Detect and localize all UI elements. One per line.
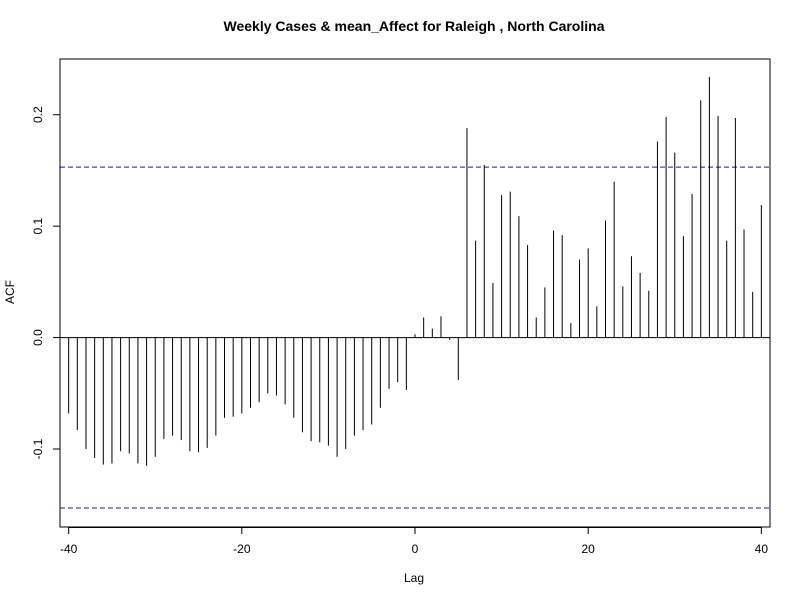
x-axis-label: Lag xyxy=(404,571,424,585)
y-tick-label: 0.2 xyxy=(31,106,45,123)
x-tick-label: -20 xyxy=(233,542,251,556)
y-tick-label: -0.1 xyxy=(31,438,45,459)
x-tick-label: 0 xyxy=(412,542,419,556)
y-axis: -0.1 0.0 0.1 0.2 xyxy=(31,106,61,459)
x-tick-label: 20 xyxy=(581,542,595,556)
y-tick-label: 0.0 xyxy=(31,329,45,346)
x-axis: -40 -20 0 20 40 xyxy=(60,527,768,556)
y-axis-label: ACF xyxy=(3,280,17,304)
x-tick-label: 40 xyxy=(755,542,769,556)
chart-title: Weekly Cases & mean_Affect for Raleigh ,… xyxy=(224,18,605,34)
acf-bars xyxy=(68,76,762,466)
x-tick-label: -40 xyxy=(60,542,78,556)
plot-frame xyxy=(59,58,771,528)
confidence-bounds xyxy=(60,166,770,509)
y-tick-label: 0.1 xyxy=(31,217,45,234)
